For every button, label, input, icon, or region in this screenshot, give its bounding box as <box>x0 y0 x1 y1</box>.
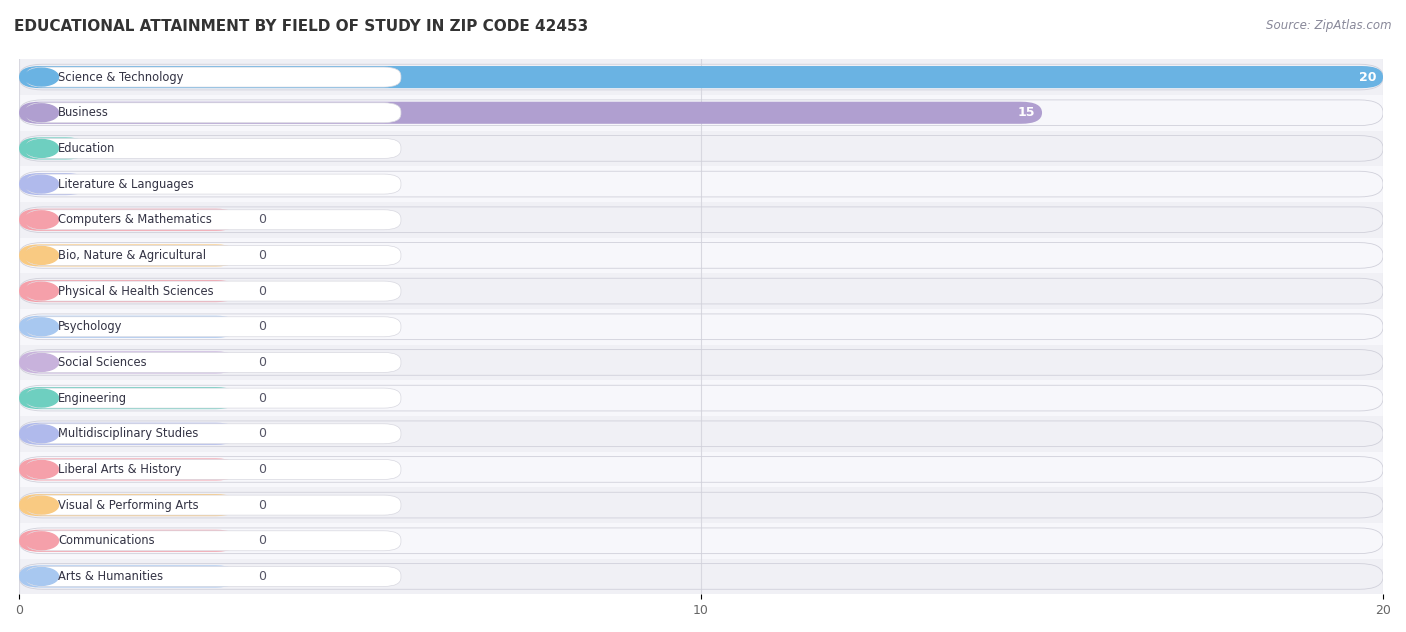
FancyBboxPatch shape <box>20 530 238 552</box>
Text: 1: 1 <box>72 142 80 155</box>
Text: 0: 0 <box>257 356 266 369</box>
Text: 1: 1 <box>72 178 80 191</box>
Bar <box>20 238 1384 273</box>
FancyBboxPatch shape <box>25 424 401 444</box>
Bar <box>20 166 1384 202</box>
Circle shape <box>24 425 59 442</box>
Circle shape <box>24 496 59 514</box>
Bar <box>20 59 1384 95</box>
Circle shape <box>24 68 59 86</box>
Text: Computers & Mathematics: Computers & Mathematics <box>58 213 212 226</box>
Bar <box>20 131 1384 166</box>
Circle shape <box>24 140 59 157</box>
Text: Education: Education <box>58 142 115 155</box>
FancyBboxPatch shape <box>25 103 401 123</box>
Text: 0: 0 <box>257 249 266 262</box>
FancyBboxPatch shape <box>25 495 401 515</box>
FancyBboxPatch shape <box>25 459 401 480</box>
FancyBboxPatch shape <box>20 494 238 516</box>
Text: 0: 0 <box>257 284 266 298</box>
Text: 0: 0 <box>257 392 266 404</box>
Bar <box>20 344 1384 380</box>
FancyBboxPatch shape <box>20 458 238 480</box>
Text: Physical & Health Sciences: Physical & Health Sciences <box>58 284 214 298</box>
FancyBboxPatch shape <box>25 353 401 372</box>
Text: Literature & Languages: Literature & Languages <box>58 178 194 191</box>
Circle shape <box>24 532 59 550</box>
FancyBboxPatch shape <box>25 317 401 337</box>
Text: 0: 0 <box>257 463 266 476</box>
Circle shape <box>24 104 59 122</box>
FancyBboxPatch shape <box>25 531 401 550</box>
FancyBboxPatch shape <box>20 137 87 159</box>
Text: Arts & Humanities: Arts & Humanities <box>58 570 163 583</box>
FancyBboxPatch shape <box>25 210 401 230</box>
Text: 0: 0 <box>257 213 266 226</box>
FancyBboxPatch shape <box>25 67 401 87</box>
Text: 0: 0 <box>257 427 266 441</box>
Circle shape <box>24 246 59 264</box>
Circle shape <box>24 568 59 585</box>
Circle shape <box>24 353 59 372</box>
Text: Communications: Communications <box>58 534 155 547</box>
Text: EDUCATIONAL ATTAINMENT BY FIELD OF STUDY IN ZIP CODE 42453: EDUCATIONAL ATTAINMENT BY FIELD OF STUDY… <box>14 19 588 34</box>
FancyBboxPatch shape <box>25 566 401 586</box>
FancyBboxPatch shape <box>20 316 238 338</box>
FancyBboxPatch shape <box>20 66 1384 88</box>
Circle shape <box>24 211 59 229</box>
FancyBboxPatch shape <box>20 102 1042 124</box>
Bar <box>20 273 1384 309</box>
Bar <box>20 416 1384 452</box>
FancyBboxPatch shape <box>25 174 401 194</box>
Text: Science & Technology: Science & Technology <box>58 71 183 83</box>
Text: 20: 20 <box>1358 71 1376 83</box>
Bar <box>20 309 1384 344</box>
Text: Visual & Performing Arts: Visual & Performing Arts <box>58 499 198 512</box>
FancyBboxPatch shape <box>20 209 238 231</box>
Bar <box>20 380 1384 416</box>
Text: Bio, Nature & Agricultural: Bio, Nature & Agricultural <box>58 249 205 262</box>
Text: 0: 0 <box>257 499 266 512</box>
Bar <box>20 95 1384 131</box>
Bar <box>20 523 1384 559</box>
FancyBboxPatch shape <box>20 387 238 409</box>
Text: Social Sciences: Social Sciences <box>58 356 146 369</box>
FancyBboxPatch shape <box>25 388 401 408</box>
Text: Source: ZipAtlas.com: Source: ZipAtlas.com <box>1267 19 1392 32</box>
FancyBboxPatch shape <box>20 566 238 588</box>
Text: Liberal Arts & History: Liberal Arts & History <box>58 463 181 476</box>
Text: 0: 0 <box>257 320 266 333</box>
Text: Business: Business <box>58 106 108 119</box>
Bar <box>20 452 1384 487</box>
FancyBboxPatch shape <box>20 280 238 302</box>
FancyBboxPatch shape <box>20 173 87 195</box>
FancyBboxPatch shape <box>20 351 238 374</box>
Circle shape <box>24 175 59 193</box>
Text: 0: 0 <box>257 534 266 547</box>
Text: Multidisciplinary Studies: Multidisciplinary Studies <box>58 427 198 441</box>
Text: 15: 15 <box>1018 106 1035 119</box>
Text: 0: 0 <box>257 570 266 583</box>
FancyBboxPatch shape <box>25 138 401 159</box>
Text: Psychology: Psychology <box>58 320 122 333</box>
Circle shape <box>24 318 59 336</box>
Text: Engineering: Engineering <box>58 392 127 404</box>
FancyBboxPatch shape <box>25 245 401 265</box>
Bar <box>20 202 1384 238</box>
Bar <box>20 487 1384 523</box>
Circle shape <box>24 461 59 478</box>
Circle shape <box>24 282 59 300</box>
FancyBboxPatch shape <box>20 423 238 445</box>
Circle shape <box>24 389 59 407</box>
FancyBboxPatch shape <box>25 281 401 301</box>
Bar <box>20 559 1384 594</box>
FancyBboxPatch shape <box>20 245 238 267</box>
